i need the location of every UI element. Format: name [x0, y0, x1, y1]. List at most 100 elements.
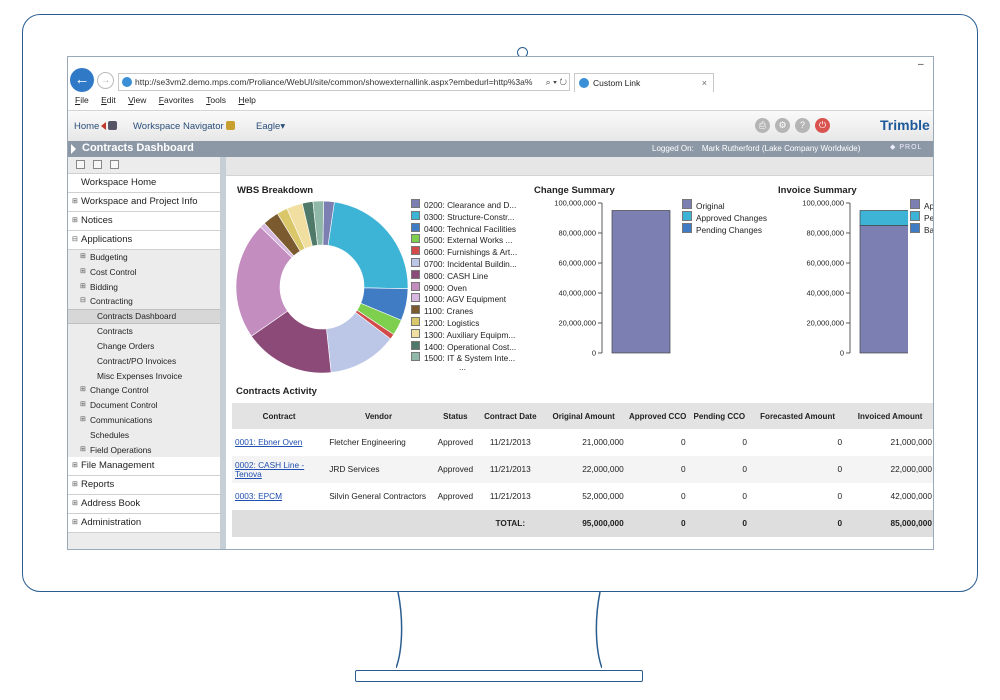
col-contract[interactable]: Contract — [232, 403, 327, 429]
contract-link[interactable]: 0001: Ebner Oven — [235, 437, 303, 447]
expand-icon[interactable]: ⊞ — [72, 519, 78, 527]
power-icon[interactable]: ⏻ — [815, 118, 830, 133]
expand-icon[interactable]: ⊞ — [72, 500, 78, 508]
help-icon[interactable]: ? — [795, 118, 810, 133]
menu-edit[interactable]: Edit — [101, 95, 116, 105]
expand-icon[interactable]: ⊞ — [72, 217, 78, 224]
bar-segment-0[interactable] — [859, 225, 908, 354]
expand-icon[interactable]: ⊞ — [80, 282, 86, 290]
expand-icon[interactable]: ⊞ — [80, 415, 86, 423]
summary-legend-item[interactable]: Bal — [910, 222, 933, 234]
col-status[interactable]: Status — [430, 403, 480, 429]
sidebar-item-reports[interactable]: ⊞ Reports — [68, 476, 220, 496]
sidebar-item-contracts-dashboard[interactable]: Contracts Dashboard — [68, 309, 220, 325]
summary-legend-item[interactable]: Per — [910, 210, 933, 223]
workspace-navigator-link[interactable]: Workspace Navigator — [133, 121, 235, 132]
search-refresh-icon[interactable]: ⌕ ▾ ↻ — [543, 74, 567, 90]
collapse-icon[interactable]: ⊟ — [80, 297, 86, 305]
col-vendor[interactable]: Vendor — [326, 403, 431, 429]
expand-icon[interactable]: ⊞ — [72, 198, 78, 205]
expand-icon[interactable]: ⊞ — [80, 445, 86, 453]
wbs-legend-item[interactable]: 0500: External Works ... — [411, 234, 517, 246]
sidebar-item-budgeting[interactable]: ⊞ Budgeting — [68, 250, 220, 265]
collapse-icon[interactable]: ⊟ — [72, 236, 78, 243]
refresh-icon[interactable] — [110, 160, 119, 169]
menu-view[interactable]: View — [128, 95, 147, 105]
wbs-legend-item[interactable]: 1000: AGV Equipment — [411, 293, 517, 305]
wbs-slice-1[interactable] — [327, 201, 409, 290]
minimize-icon[interactable]: – — [918, 59, 924, 70]
expand-icon[interactable]: ⊞ — [80, 267, 86, 275]
sidebar-item-contract-po-invoices[interactable]: Contract/PO Invoices — [68, 354, 220, 369]
wbs-legend-item[interactable]: 0400: Technical Facilities — [411, 222, 517, 235]
sidebar-item-misc-expenses-invoice[interactable]: Misc Expenses Invoice — [68, 369, 220, 384]
wbs-slice-13[interactable] — [312, 200, 325, 246]
collapse-arrow-icon[interactable] — [71, 144, 76, 154]
summary-legend-item[interactable]: Pending Changes — [682, 222, 767, 235]
sidebar-item-schedules[interactable]: Schedules — [68, 428, 220, 443]
sidebar-item-change-control[interactable]: ⊞ Change Control — [68, 383, 220, 398]
wbs-legend-item[interactable]: 0800: CASH Line — [411, 269, 517, 282]
collapse-all-icon[interactable] — [93, 160, 102, 169]
menu-help[interactable]: Help — [238, 95, 256, 105]
menu-tools[interactable]: Tools — [206, 95, 226, 105]
sidebar-item-contracting[interactable]: ⊟ Contracting — [68, 294, 220, 309]
menu-favorites[interactable]: Favorites — [158, 95, 194, 105]
bar-segment-1[interactable] — [859, 210, 908, 226]
expand-icon[interactable]: ⊞ — [72, 462, 78, 470]
sidebar-item-communications[interactable]: ⊞ Communications — [68, 413, 220, 428]
browser-tab[interactable]: Custom Link × — [574, 73, 714, 92]
home-link[interactable]: Home — [74, 121, 118, 132]
print-icon[interactable]: ⎙ — [755, 118, 770, 133]
wbs-legend-item[interactable]: 0200: Clearance and D... — [411, 199, 517, 211]
sidebar-item-cost-control[interactable]: ⊞ Cost Control — [68, 265, 220, 280]
sidebar-item-contracts[interactable]: Contracts — [68, 324, 220, 339]
expand-icon[interactable]: ⊞ — [80, 253, 86, 260]
sidebar-item-document-control[interactable]: ⊞ Document Control — [68, 398, 220, 413]
col-forecasted-amount[interactable]: Forecasted Amount — [750, 403, 846, 429]
wbs-legend-item[interactable]: 1100: Cranes — [411, 305, 517, 317]
wbs-legend-item[interactable]: 1500: IT & System Inte... — [411, 352, 517, 364]
back-button[interactable]: ← — [70, 68, 94, 92]
summary-legend-item[interactable]: App — [910, 199, 933, 211]
sidebar-item-field-operations[interactable]: ⊞ Field Operations — [68, 443, 220, 458]
sidebar-item-administration[interactable]: ⊞ Administration — [68, 514, 220, 534]
forward-button[interactable]: → — [97, 72, 114, 89]
wbs-legend-item[interactable]: 0300: Structure-Constr... — [411, 210, 517, 223]
sidebar-item-file-management[interactable]: ⊞ File Management — [68, 457, 220, 477]
legend-more[interactable]: ... — [459, 362, 466, 373]
wbs-legend-item[interactable]: 0600: Furnishings & Art... — [411, 246, 517, 258]
col-approved-cco[interactable]: Approved CCO — [626, 403, 689, 429]
wbs-slice-7[interactable] — [235, 226, 293, 337]
sidebar-item-applications[interactable]: ⊟ Applications — [68, 231, 220, 250]
sidebar-item-change-orders[interactable]: Change Orders — [68, 339, 220, 354]
expand-icon[interactable]: ⊞ — [72, 481, 78, 489]
sidebar-item-bidding[interactable]: ⊞ Bidding — [68, 280, 220, 295]
expand-icon[interactable]: ⊞ — [80, 401, 86, 409]
sidebar-item-notices[interactable]: ⊞ Notices — [68, 212, 220, 231]
wbs-legend-item[interactable]: 1300: Auxiliary Equipm... — [411, 328, 517, 341]
col-pending-cco[interactable]: Pending CCO — [688, 403, 751, 429]
contract-link[interactable]: 0003: EPCM — [235, 491, 283, 501]
address-bar[interactable]: http://se3vm2.demo.mps.com/Proliance/Web… — [118, 73, 570, 91]
col-contract-date[interactable]: Contract Date — [480, 403, 541, 429]
tab-close-icon[interactable]: × — [701, 78, 707, 88]
bar-segment-0[interactable] — [611, 210, 671, 354]
project-dropdown[interactable]: Eagle▾ — [256, 121, 285, 132]
expand-all-icon[interactable] — [76, 160, 85, 169]
tools-icon[interactable]: ⚙ — [775, 118, 790, 133]
col-invoiced-amount[interactable]: Invoiced Amount — [845, 403, 933, 429]
wbs-legend-item[interactable]: 1400: Operational Cost... — [411, 340, 517, 353]
col-original-amount[interactable]: Original Amount — [540, 403, 627, 429]
summary-legend-item[interactable]: Original — [682, 199, 767, 211]
wbs-legend-item[interactable]: 0900: Oven — [411, 281, 517, 294]
summary-legend-item[interactable]: Approved Changes — [682, 210, 767, 223]
wbs-legend-item[interactable]: 0700: Incidental Buildin... — [411, 257, 517, 270]
contract-link[interactable]: 0002: CASH Line - Tenova — [235, 459, 305, 479]
sidebar-item-workspace-home[interactable]: Workspace Home — [68, 174, 220, 193]
wbs-legend-item[interactable]: 1200: Logistics — [411, 316, 517, 329]
sidebar-item-workspace-project-info[interactable]: ⊞ Workspace and Project Info — [68, 193, 220, 212]
menu-file[interactable]: File — [75, 95, 89, 105]
sidebar-item-address-book[interactable]: ⊞ Address Book — [68, 495, 220, 515]
expand-icon[interactable]: ⊞ — [80, 386, 86, 394]
